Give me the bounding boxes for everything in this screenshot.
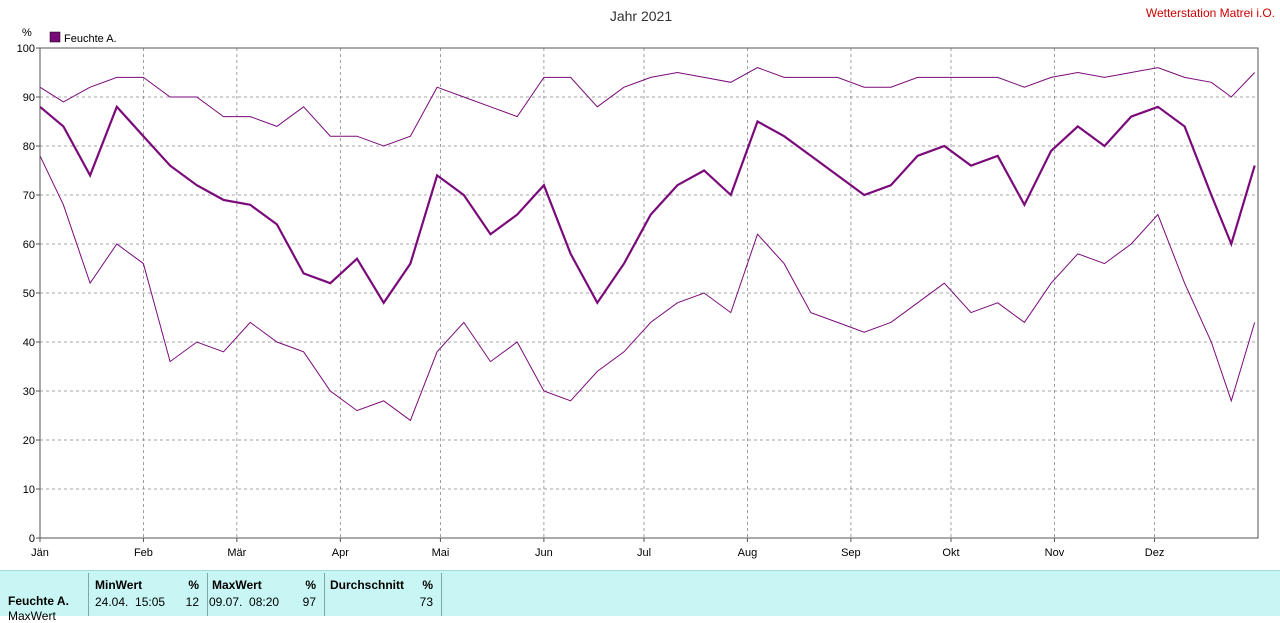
max-header: MaxWert — [212, 578, 262, 592]
x-tick-label: Jun — [535, 547, 553, 559]
x-tick-label: Mai — [432, 547, 450, 559]
humidity-chart: Jahr 2021 Wetterstation Matrei i.O. % Fe… — [17, 6, 1275, 559]
y-unit-label: % — [22, 27, 32, 39]
y-tick-label: 90 — [23, 92, 35, 104]
x-tick-label: Sep — [841, 547, 861, 559]
summary-row-label-2: MaxWert — [8, 609, 56, 623]
x-tick-label: Jul — [637, 547, 651, 559]
min-date: 24.04. 15:05 — [95, 595, 166, 609]
legend-label: Feuchte A. — [64, 33, 117, 45]
y-tick-label: 80 — [23, 141, 35, 153]
y-tick-label: 100 — [17, 43, 35, 55]
series-feuchte — [39, 67, 1256, 422]
min-cell: MinWert % 24.04. 15:05 12 — [88, 573, 208, 616]
max-cell: MaxWert % 09.07. 08:20 97 — [207, 573, 325, 616]
y-tick-label: 20 — [23, 435, 35, 447]
series-line-max — [39, 67, 1256, 147]
legend-swatch — [49, 31, 61, 43]
y-tick-label: 10 — [23, 484, 35, 496]
x-tick-label: Feb — [134, 547, 153, 559]
x-tick-label: Jän — [31, 547, 49, 559]
y-tick-label: 50 — [23, 288, 35, 300]
chart-title: Jahr 2021 — [610, 8, 672, 24]
y-tick-label: 60 — [23, 239, 35, 251]
x-tick-label: Apr — [332, 547, 349, 559]
x-tick-label: Dez — [1145, 547, 1165, 559]
x-tick-label: Aug — [738, 547, 758, 559]
avg-header: Durchschnitt — [330, 578, 405, 592]
max-date: 09.07. 08:20 — [209, 595, 280, 609]
max-unit: % — [305, 578, 316, 592]
series-line-avg — [39, 104, 1256, 305]
avg-cell: Durchschnitt % 73 — [325, 573, 442, 616]
summary-panel: Feuchte A. MaxWert MinWert % 24.04. 15:0… — [0, 570, 1280, 623]
y-tick-label: 30 — [23, 386, 35, 398]
avg-value: 73 — [419, 595, 433, 609]
min-unit: % — [188, 578, 199, 592]
x-axis-ticks: Jän Feb Mär Apr Mai Jun Jul Aug Sep Okt Nov Dez — [31, 538, 1164, 559]
y-axis-ticks: 0 10 20 30 40 50 60 70 80 90 100 — [17, 43, 40, 545]
station-name: Wetterstation Matrei i.O. — [1146, 6, 1275, 20]
y-tick-label: 0 — [29, 533, 35, 545]
x-tick-label: Okt — [942, 547, 959, 559]
plot-frame — [39, 47, 1259, 539]
summary-row-label: Feuchte A. — [8, 594, 69, 608]
series-line-min — [39, 155, 1256, 422]
max-value: 97 — [302, 595, 316, 609]
y-tick-label: 70 — [23, 190, 35, 202]
min-value: 12 — [185, 595, 199, 609]
avg-unit: % — [422, 578, 433, 592]
y-tick-label: 40 — [23, 337, 35, 349]
x-tick-label: Mär — [227, 547, 246, 559]
grid — [40, 48, 1258, 538]
x-tick-label: Nov — [1045, 547, 1065, 559]
min-header: MinWert — [95, 578, 143, 592]
